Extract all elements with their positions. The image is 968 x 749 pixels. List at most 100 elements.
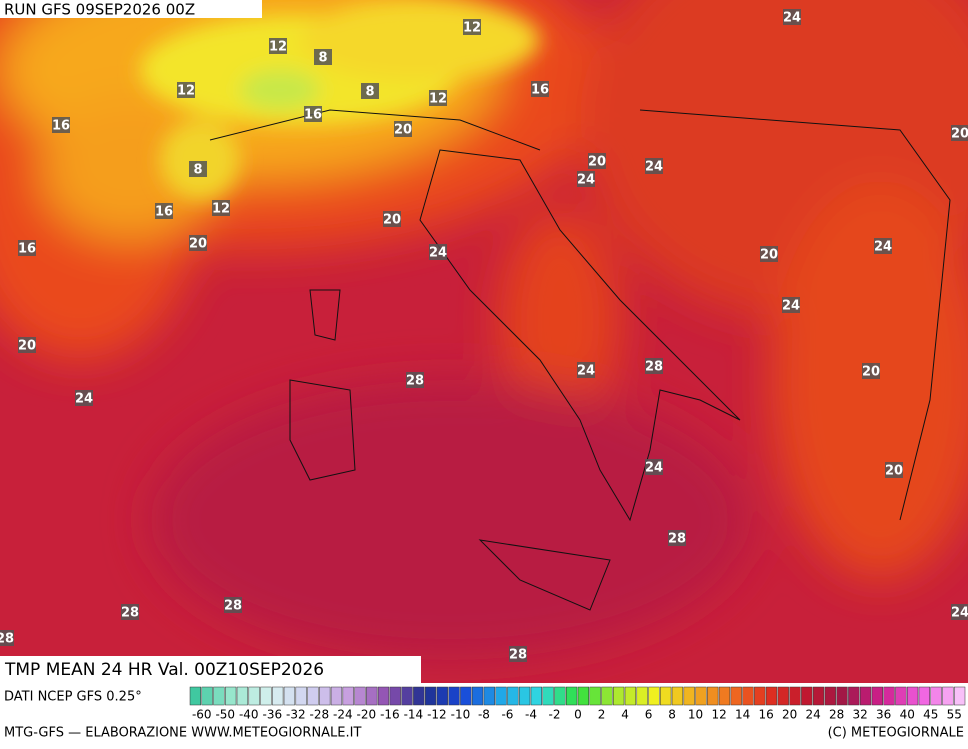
colorbar-tick-label: -40 <box>239 708 259 722</box>
contour-label: 20 <box>885 464 903 479</box>
contour-label: 24 <box>874 240 892 255</box>
contour-label-box <box>577 171 595 187</box>
colorbar-tick-label: 2 <box>598 708 606 722</box>
colorbar-swatch <box>613 686 625 706</box>
contour-label: 24 <box>645 461 663 476</box>
contour-label-box <box>361 83 379 99</box>
colorbar-swatch <box>883 686 895 706</box>
colorbar-tick-label: 20 <box>782 708 797 722</box>
contour-label-box <box>645 459 663 475</box>
contour-label-box <box>269 38 287 54</box>
contour-label-box <box>155 203 173 219</box>
contour-label-box <box>645 358 663 374</box>
contour-label-box <box>951 125 968 141</box>
colorbar-tick-label: 10 <box>688 708 703 722</box>
colorbar-swatch <box>648 686 660 706</box>
colorbar-tick-label: 28 <box>829 708 844 722</box>
contour-label: 12 <box>429 92 447 107</box>
contour-label-box <box>645 158 663 174</box>
copyright-label: (C) METEOGIORNALE <box>828 726 964 741</box>
colorbar-swatch <box>518 686 531 706</box>
contour-label-box <box>121 604 139 620</box>
title-box <box>0 656 421 683</box>
colorbar-swatch <box>848 686 860 706</box>
colorbar-swatch <box>683 686 695 706</box>
colorbar-tick-label: -50 <box>215 708 235 722</box>
contour-label-box <box>429 90 447 106</box>
contour-label-box <box>577 362 595 378</box>
colorbar-swatch <box>236 686 249 706</box>
contour-label-box <box>874 238 892 254</box>
contour-label-box <box>885 462 903 478</box>
colorbar-swatch <box>307 686 319 706</box>
colorbar-swatch <box>565 686 578 706</box>
contour-label-box <box>212 200 230 216</box>
contour-label-box <box>304 106 322 122</box>
contour-label: 24 <box>645 160 663 175</box>
colorbar-tick-label: 4 <box>621 708 629 722</box>
colorbar-tick-label: -4 <box>525 708 537 722</box>
colorbar-tick-label: 40 <box>900 708 915 722</box>
source-label: DATI NCEP GFS 0.25° <box>4 690 142 705</box>
contour-label: 20 <box>862 365 880 380</box>
contour-label-box <box>383 211 401 227</box>
colorbar-swatch <box>354 686 366 706</box>
contour-label: 16 <box>52 119 70 134</box>
contour-label: 20 <box>189 237 207 252</box>
contour-label-box <box>668 530 686 546</box>
colorbar-swatch <box>577 686 590 706</box>
contour-label-box <box>509 646 527 662</box>
colorbar-tick-label: 6 <box>645 708 653 722</box>
colorbar-tick-label: -28 <box>310 708 330 722</box>
contour-label-box <box>463 19 481 35</box>
colorbar-swatch <box>283 686 296 706</box>
colorbar-swatch <box>777 686 789 706</box>
run-label: RUN GFS 09SEP2026 00Z <box>4 1 195 19</box>
colorbar-swatch <box>718 686 731 706</box>
colorbar-tick-label: 8 <box>668 708 676 722</box>
contour-label: 8 <box>193 163 202 178</box>
contour-label: 12 <box>212 202 230 217</box>
colorbar-swatch <box>319 686 331 706</box>
contour-label: 16 <box>155 205 173 220</box>
contour-label-box <box>189 235 207 251</box>
colorbar-swatch <box>812 686 825 706</box>
contour-label-box <box>18 337 36 353</box>
colorbar-tick-label: -36 <box>262 708 282 722</box>
colorbar-swatch <box>542 686 554 706</box>
colorbar-tick-label: 14 <box>735 708 750 722</box>
colorbar-tick-label: -32 <box>286 708 306 722</box>
colorbar-swatch <box>424 686 437 706</box>
contour-label-box <box>0 630 14 646</box>
contour-label: 16 <box>531 83 549 98</box>
contour-label-box <box>782 297 800 313</box>
colorbar-swatch <box>918 686 930 706</box>
colorbar-swatch <box>436 686 448 706</box>
colorbar-swatch <box>342 686 354 706</box>
contour-label-box <box>314 49 332 65</box>
colorbar-swatch <box>695 686 707 706</box>
contour-label: 8 <box>365 85 374 100</box>
colorbar-swatch <box>366 686 378 706</box>
contour-label: 24 <box>951 606 968 621</box>
contour-label-box <box>951 604 968 620</box>
colorbar-swatch <box>660 686 672 706</box>
temperature-field <box>0 0 968 683</box>
contour-label-box <box>52 117 70 133</box>
contour-label: 20 <box>588 155 606 170</box>
contour-label-box <box>394 121 412 137</box>
colorbar-swatch <box>824 686 836 706</box>
colorbar-tick-label: 0 <box>574 708 582 722</box>
colorbar-swatch <box>836 686 848 706</box>
colorbar-swatch <box>942 686 954 706</box>
contour-label-box <box>531 81 549 97</box>
colorbar-tick-label: 32 <box>853 708 868 722</box>
colorbar-tick-label: -6 <box>501 708 513 722</box>
contour-label: 24 <box>577 173 595 188</box>
colorbar-tick-label: -16 <box>380 708 400 722</box>
colorbar-tick-label: 36 <box>876 708 891 722</box>
colorbar-tick-label: -12 <box>427 708 447 722</box>
colorbar-tick-label: 45 <box>923 708 938 722</box>
